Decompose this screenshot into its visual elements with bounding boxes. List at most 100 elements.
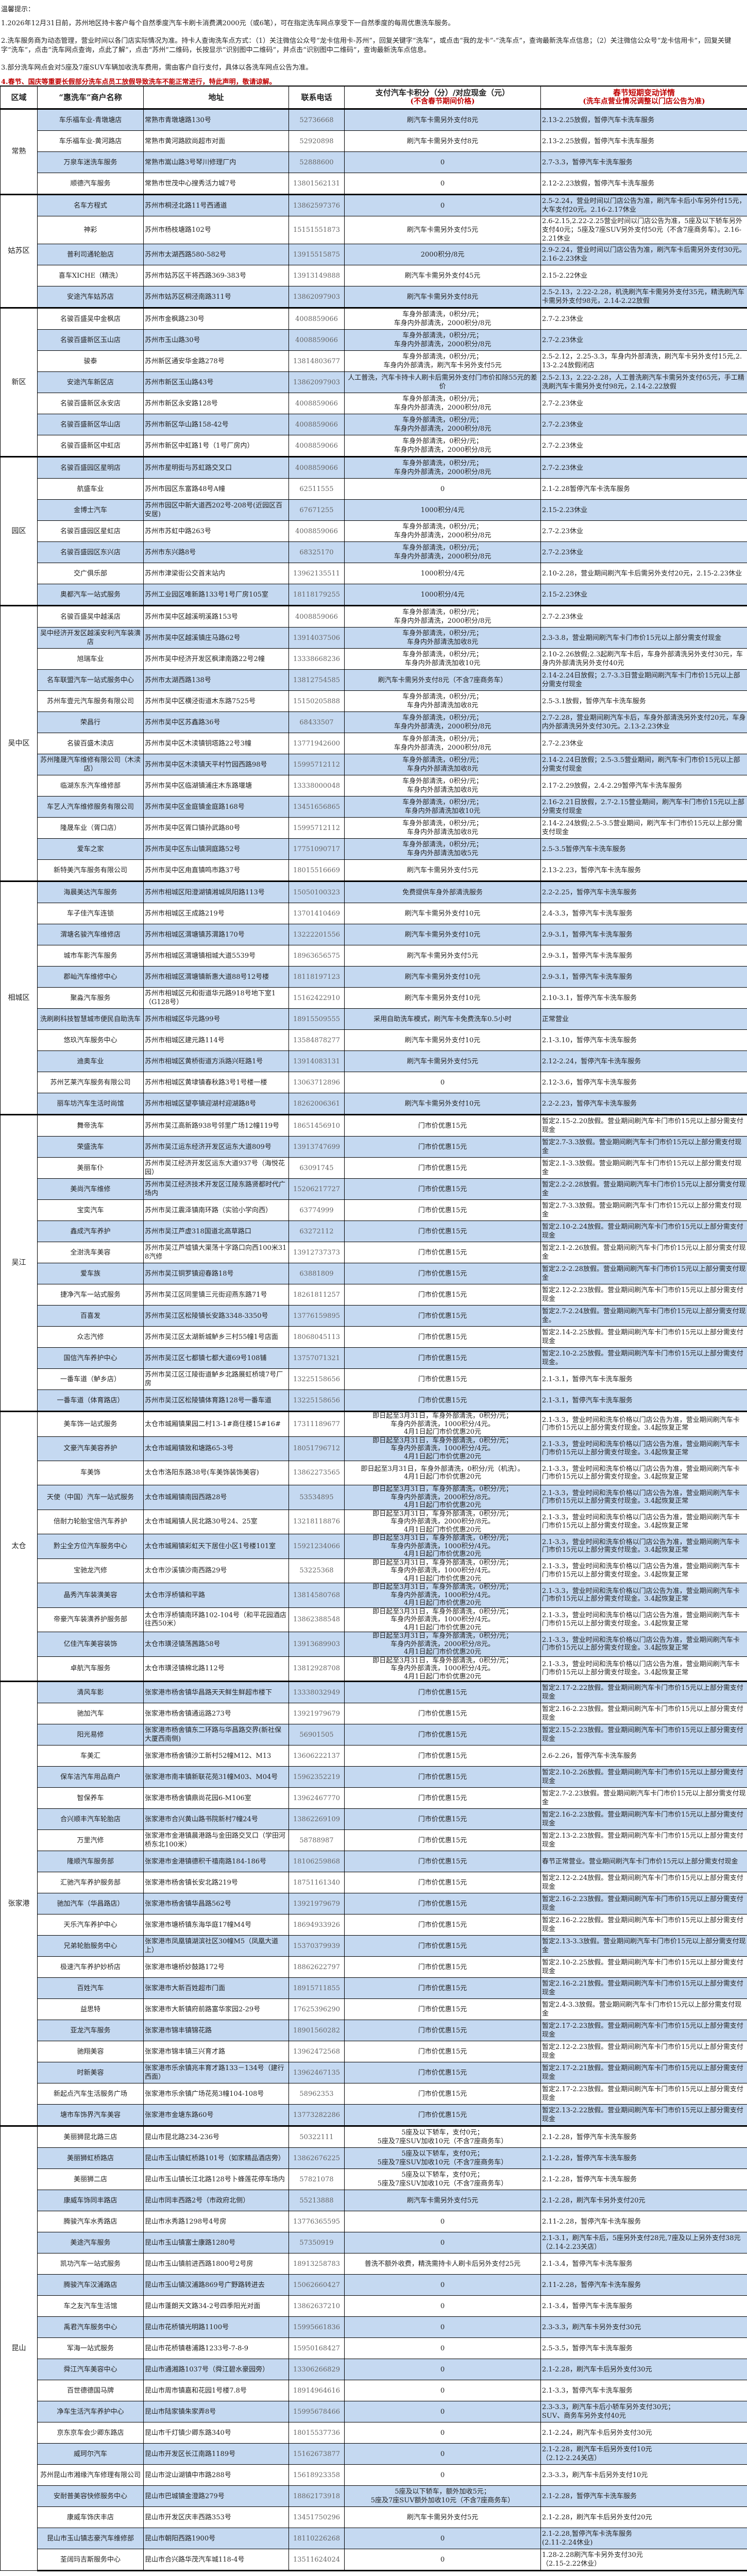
address-cell: 苏州市津梁街公交首末站内: [143, 563, 289, 584]
address-cell: 昆山市玉山镇汉浦路869号广野路转进去: [143, 2274, 289, 2296]
notice-3: 3.部分洗车网点会对5座及7座SUV车辆加收洗车费用，需由客户自行支付，具体以各…: [1, 64, 313, 72]
phone-cell: 18963656575: [288, 945, 345, 967]
table-row: 苏州昆山市湘缘汽车修理有限公司 昆山市淀山湖镇中市路288号 15618923358…: [1, 2464, 747, 2486]
phone-cell: 17311189677: [288, 1411, 345, 1437]
phone-cell: 18106259868: [288, 1851, 345, 1872]
table-row: 文豪汽车美容养护 太仓市城厢镇致和塘路65-3号 18051796712 即日起至3月…: [1, 1436, 747, 1461]
table-row: 晶秀汽车装潢美容 太仓市浮桥镇和平路 13814580768 即日起至3月31日，车身…: [1, 1583, 747, 1608]
table-row: 隆晟车业（胥口店） 苏州市吴中区胥口镇孙武路80号 15995712112 车身外部清…: [1, 817, 747, 839]
address-cell: 张家港市杨舍镇沙工新村52幢M12、M13: [143, 1745, 289, 1767]
phone-cell: 63774999: [288, 1199, 345, 1221]
address-cell: 苏州市姑苏区干将西路369-383号: [143, 265, 289, 286]
payment-cell: 即日起至3月31日，车身外部清洗，0积分/元； 车身内外部清洗，1000积分/4…: [344, 1534, 541, 1559]
phone-cell: 50322111: [288, 2125, 345, 2148]
payment-cell: 车身外部清洗，0积分/元； 车身内外部清洗，2000积分/8元: [344, 393, 541, 414]
spring-festival-detail-cell: 2.1-2.28，暂停汽车卡洗车服务: [540, 2125, 747, 2148]
address-cell: 常熟市世茂中心搜秀活力城7号: [143, 173, 289, 195]
address-cell: 苏州市相城区华元路99号: [143, 1008, 289, 1030]
phone-cell: 15962352219: [288, 1766, 345, 1788]
address-cell: 苏州市园区东富路48号A幢: [143, 478, 289, 500]
address-cell: 苏州市杨枝塘路102号: [143, 216, 289, 244]
table-row: 荣昌行 苏州市吴中区苏鑫路36号 68433507 车身外部清洗，0积分/元； 车身内…: [1, 711, 747, 733]
payment-cell: 刷汽车卡需另外支付10元: [344, 987, 541, 1009]
merchant-name-cell: 美丽狮昆北路三店: [37, 2125, 144, 2148]
table-row: 车美饰 太仓市洛阳东路38号(车美饰装饰美容) 13862273565 即日起至3月3…: [1, 1461, 747, 1485]
address-cell: 太仓市城厢镇南园西路28号: [143, 1485, 289, 1510]
table-row: 倍耐力轮胎宝倍汽车养护 太仓市城厢镇人民北路30号24、25室 1321811887…: [1, 1509, 747, 1534]
spring-festival-detail-cell: 暂定2.12-2.23放假。营业期间刷汽车卡门市价15元以上部分需支付现金: [540, 1284, 747, 1306]
payment-cell: 0: [344, 173, 541, 195]
table-row: 塘市车饰界汽车美容 张家港市金塘东路60号 13773282286 门市价优惠15元暂…: [1, 2104, 747, 2126]
table-row: 常熟 车乐福车业-青墩塘店 常熟市青墩塘路130号 52736668 刷汽车卡需另外支付…: [0, 108, 747, 195]
table-row: 驰翔美容 张家港市锦丰镇三兴育才路 13962472568 门市价优惠15元 暂定2.1…: [1, 2041, 747, 2062]
spring-festival-detail-cell: 2.7-2.23休业: [540, 414, 747, 435]
phone-cell: 18261811257: [288, 1284, 345, 1306]
address-cell: 太仓市浮桥镇和平路: [143, 1583, 289, 1608]
table-row: 新区 名骏百盛吴中金枫店 苏州市金枫路230号 4008859066 车身外部清洗，0积…: [0, 307, 747, 457]
phone-cell: 58788987: [288, 1829, 345, 1851]
spring-festival-detail-cell: 暂定2.4-3.3放假。营业期间刷汽车卡门市价15元以上部分需支付现金: [540, 1998, 747, 2020]
spring-festival-detail-cell: 2.9-3.1，暂停汽车卡洗车服务: [540, 945, 747, 967]
merchant-name-cell: 名骏百盛园区星虹店: [37, 520, 144, 542]
address-cell: 苏州市吴中区越溪明溪路153号: [143, 605, 289, 628]
payment-cell: 刷汽车卡需另外支付5元: [344, 216, 541, 244]
spring-festival-detail-cell: 2.2-2.23，暂停汽车卡洗车服务: [540, 1093, 747, 1115]
table-row: 威珂尔汽车 昆山市开发区长江南路1189号 15162673877 0 2.1-2.28…: [1, 2443, 747, 2465]
spring-festival-detail-cell: 2.9-2.24，营业时间以门店公告为准，刷汽车卡后需另外支付30元。2.16-…: [540, 244, 747, 265]
spring-festival-detail-cell: 2.12-2.23放假，暂停汽车卡洗车服务: [540, 173, 747, 195]
payment-cell: 门市价优惠15元: [344, 1178, 541, 1200]
spring-festival-detail-cell: 2.5-3.5，暂停汽车卡洗车服务: [540, 2337, 747, 2359]
phone-cell: 13814803677: [288, 350, 345, 372]
table-row: 美丽车仆 苏州市吴江经济开发区运东大道937号（海悦花园） 63091745 门市价优…: [1, 1157, 747, 1179]
merchant-name-cell: 美车饰一站式服务: [37, 1411, 144, 1437]
payment-cell: 门市价优惠15元: [344, 1787, 541, 1809]
address-cell: 苏州市吴中区越溪镇庄马路62号: [143, 627, 289, 649]
merchant-name-cell: 极速汽车养护妙桥店: [37, 1956, 144, 1978]
merchant-name-cell: 鑫成汽车养护: [37, 1221, 144, 1242]
phone-cell: 18694933926: [288, 1914, 345, 1936]
phone-cell: 68433507: [288, 711, 345, 733]
table-row: 百喜发 苏州市吴江区松陵镇长安路3348-3350号 13776159895 门市价优…: [1, 1305, 747, 1327]
table-row: 名骏百盛木渎店 苏州市吴中区木渎镇钥塔路22号3幢 13771942600 车身外部清…: [1, 733, 747, 754]
spring-festival-detail-cell: 2.14-2.24日放假；2.5-3.5营业期间，刷汽车卡门市价15元以上部分需…: [540, 754, 747, 775]
merchant-name-cell: 驰加汽车: [37, 1703, 144, 1724]
payment-cell: 刷汽车卡需另外支付5元: [344, 945, 541, 967]
payment-cell: 门市价优惠15元: [344, 1114, 541, 1137]
address-cell: 苏州市吴江区松陵镇长安路3348-3350号: [143, 1305, 289, 1327]
merchant-name-cell: 百喜发: [37, 1305, 144, 1327]
address-cell: 张家港市杨舍镇东二环路与华昌路交界(新社保大厦西南侧): [143, 1724, 289, 1745]
spring-festival-detail-cell: 暂定2.7-3.3放假。营业期间刷汽车卡门市价15元以上部分需支付现金: [540, 1136, 747, 1158]
address-cell: 苏州市吴江区太湖新城鲈乡三村55幢1号店面: [143, 1326, 289, 1348]
address-cell: 苏州市吴江区七都镇七都大道69号108铺: [143, 1347, 289, 1369]
table-row: 宝奕汽车 苏州市吴江震泽镇南环路（实验小学向西） 63774999 门市价优惠15元暂…: [1, 1199, 747, 1221]
address-cell: 苏州市吴江经济技术开发区江陵东路贤都时代广场内: [143, 1178, 289, 1200]
spring-festival-detail-cell: 2.15-2.23休业: [540, 499, 747, 521]
address-cell: 苏州新区通安华金路278号: [143, 350, 289, 372]
address-cell: 苏州市吴江震泽镇南环路（实验小学向西）: [143, 1199, 289, 1221]
table-row: 喜车XICHE（精洗） 苏州市姑苏区干将西路369-383号 13913149888…: [1, 265, 747, 286]
merchant-name-cell: 名车方程式: [37, 194, 144, 216]
payment-cell: 刷汽车卡需另外支付10元: [344, 1093, 541, 1115]
address-cell: 苏州市吴江芦墟镇大渠荡十字路口向西100米318汽修: [143, 1242, 289, 1263]
merchant-name-cell: 名骏百盛新区玉山店: [37, 329, 144, 351]
payment-cell: 0: [344, 151, 541, 173]
table-row: 益思特 张家港市大新镇府前路富华家园2-29号 17625396290 门市价优惠15…: [1, 1998, 747, 2020]
address-cell: 苏州市吴江经济开发区运东大道937号（海悦花园）: [143, 1157, 289, 1179]
payment-cell: 车身外部清洗，0积分/元； 车身内外部清洗加收8元: [344, 627, 541, 649]
table-row: 凯功汽车一站式服务 昆山市玉山镇前进西路1800号2号房 18913258783 普洗…: [1, 2253, 747, 2275]
phone-cell: 13306266829: [288, 2359, 345, 2380]
address-cell: 苏州市金枫路230号: [143, 307, 289, 330]
merchant-name-cell: 阳光易修: [37, 1724, 144, 1745]
table-row: 安途汽车新区店 苏州市新区玉山路43号 13862097903 人工普洗，汽车卡持卡人…: [1, 371, 747, 393]
table-row: 旭瑞车业 苏州市吴中经济开发区枫津南路22号2幢 13338668236 车身外部清洗…: [1, 648, 747, 670]
phone-cell: 13814580768: [288, 1583, 345, 1608]
phone-cell: 52888600: [288, 151, 345, 173]
merchant-name-cell: 名骏百盛吴中越溪店: [37, 605, 144, 628]
merchant-name-cell: 清风车影: [37, 1681, 144, 1703]
merchant-name-cell: 舞帝洗车: [37, 1114, 144, 1137]
payment-cell: 即日起至3月31日，车身外部清洗，0积分/元； 车身内外部清洗，2000积分/8…: [344, 1632, 541, 1657]
spring-festival-detail-cell: 暂定2.16-2.21放假。营业期间刷汽车卡门市价15元以上部分需支付现金: [540, 1977, 747, 1999]
spring-festival-detail-cell: 2.13-2.25放假，暂停汽车卡洗车服务: [540, 108, 747, 131]
table-row: 昆山市玉山镇志豪汽车维修部 昆山市朝阳西路1900号 18110226268 0 2.1…: [1, 2528, 747, 2549]
spring-festival-detail-cell: 暂定2.15-2.23放假。营业期间刷汽车卡门市价15元以上部分需支付现金: [540, 1724, 747, 1745]
